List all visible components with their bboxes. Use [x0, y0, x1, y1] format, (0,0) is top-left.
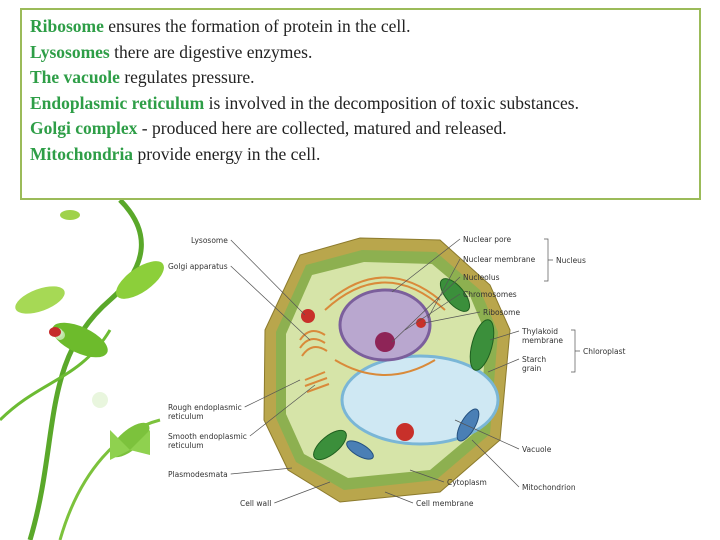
label: Cytoplasm [447, 478, 487, 487]
label: Nuclear pore [463, 235, 512, 244]
term: Mitochondria [30, 143, 134, 164]
leader-line [230, 239, 306, 316]
description: - produced here are collected, matured a… [141, 118, 507, 139]
leader-line [384, 491, 414, 504]
definition: Ribosome ensures the formation of protei… [30, 14, 692, 40]
leader-line [489, 330, 520, 341]
leader-line [454, 419, 520, 450]
plant-decoration [0, 198, 164, 540]
leader-line [391, 276, 461, 343]
label: Nuclear membrane [463, 255, 536, 264]
leader-line [391, 238, 461, 293]
label: reticulum [168, 441, 204, 450]
label: Mitochondrion [522, 483, 576, 492]
leader-line [409, 469, 445, 483]
group-label: Nucleus [556, 256, 586, 265]
leader-line [249, 384, 316, 437]
label: Rough endoplasmic [168, 403, 242, 412]
leader-line [427, 258, 461, 319]
label: reticulum [168, 412, 204, 421]
description: regulates pressure. [124, 67, 255, 88]
term: Lysosomes [30, 41, 110, 62]
term: Endoplasmic reticulum [30, 92, 205, 113]
label: Ribosome [483, 308, 520, 317]
label: Nucleolus [463, 273, 500, 282]
label: grain [522, 364, 542, 373]
description: ensures the formation of protein in the … [108, 16, 411, 36]
group-label: Chloroplast [583, 347, 626, 356]
leader-line [487, 358, 520, 373]
label: membrane [522, 336, 563, 345]
text-box: Ribosome ensures the formation of protei… [20, 8, 701, 200]
label: Thylakoid [521, 327, 558, 336]
label: Chromosomes [463, 290, 517, 299]
definition: Lysosomes there are digestive enzymes. [30, 40, 692, 66]
leader-line [404, 293, 461, 331]
term: Golgi complex [30, 118, 138, 139]
leader-line [274, 481, 331, 504]
label: Golgi apparatus [168, 262, 228, 271]
leader-line [244, 379, 301, 408]
leader-line [423, 311, 481, 324]
cell [263, 237, 511, 503]
leader-line [471, 439, 520, 488]
diagram-labels: Lysosome Golgi apparatus Rough endoplasmic… [168, 235, 626, 508]
label: Smooth endoplasmic [168, 432, 247, 441]
term: Ribosome [30, 16, 104, 36]
definition: The vacuole regulates pressure. [30, 65, 692, 91]
label: Lysosome [191, 236, 228, 245]
description: there are digestive enzymes. [114, 41, 313, 62]
label: Starch [522, 355, 546, 364]
label: Vacuole [522, 445, 552, 454]
bracket [571, 329, 580, 373]
leader-line [230, 265, 311, 341]
bracket [544, 238, 553, 282]
term: The vacuole [30, 67, 120, 88]
label: Cell membrane [416, 499, 474, 508]
definition: Endoplasmic reticulum is involved in the… [30, 91, 692, 117]
description: provide energy in the cell. [137, 143, 321, 164]
label: Cell wall [240, 499, 271, 508]
description: is involved in the decomposition of toxi… [208, 92, 579, 113]
definition: Mitochondria provide energy in the cell. [30, 142, 692, 168]
definition: Golgi complex - produced here are collec… [30, 116, 692, 142]
leader-line [230, 467, 293, 475]
label: Plasmodesmata [168, 470, 228, 479]
